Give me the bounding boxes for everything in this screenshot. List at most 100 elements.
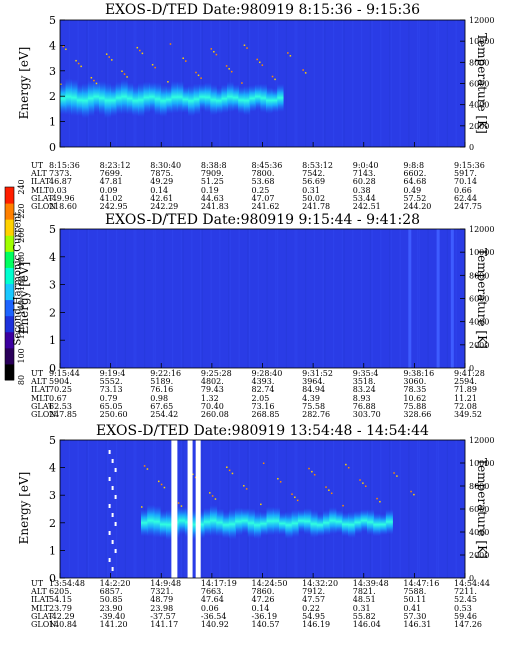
ephemeris-cell: 47.07 — [251, 193, 275, 203]
ephemeris-cell: 14:47:16 — [403, 579, 440, 588]
ephemeris-cell: 70.25 — [49, 385, 72, 395]
ephemeris-row-label: GLON — [31, 620, 57, 629]
panel-2-title: EXOS-D/TED Date:980919 9:15:44 - 9:41:28 — [104, 212, 421, 228]
ephemeris-cell: 242.95 — [99, 202, 128, 211]
ephemeris-cell: 141.20 — [99, 620, 128, 629]
colorbar-swatch — [5, 235, 14, 252]
ephemeris-cell: 241.62 — [251, 202, 280, 211]
ephemeris-row-label: UT — [31, 579, 44, 588]
ephemeris-cell: 7663. — [200, 587, 224, 597]
ephemeris-cell: 9:25:28 — [200, 369, 232, 378]
ephemeris-cell: 51.25 — [200, 177, 224, 187]
ephemeris-cell: 57.52 — [403, 193, 427, 203]
ephemeris-cell: 67.65 — [150, 401, 174, 411]
ephemeris-cell: 9:41:28 — [454, 369, 485, 378]
ephemeris-cell: 48.51 — [352, 595, 376, 605]
ephemeris-cell: 146.31 — [403, 620, 432, 629]
ephemeris-cell: 0.38 — [352, 185, 371, 195]
ephemeris-row-label: UT — [31, 161, 44, 170]
ephemeris-cell: 6205. — [49, 587, 72, 597]
ephemeris-cell: 79.43 — [200, 385, 224, 395]
ephemeris-cell: 57.30 — [403, 611, 427, 621]
ephemeris-cell: 14:32:20 — [302, 579, 339, 588]
ephemeris-cell: 53.44 — [352, 193, 376, 203]
ephemeris-row-label: MLT — [31, 185, 50, 195]
y-axis-label: Energy [eV] — [17, 46, 31, 119]
ephemeris-cell: 9:28:40 — [251, 369, 283, 378]
ephemeris-cell: 11.21 — [454, 393, 477, 403]
ephemeris-cell: 23.98 — [150, 603, 174, 613]
ephemeris-cell: 0.09 — [99, 185, 118, 195]
ephemeris-cell: 242.29 — [150, 202, 179, 211]
ephemeris-cell: 0.98 — [150, 393, 169, 403]
ephemeris-cell: 13:54:48 — [49, 579, 85, 588]
ephemeris-cell: 250.60 — [99, 410, 128, 419]
ephemeris-cell: 2594. — [454, 377, 477, 387]
ephemeris-cell: 7588. — [403, 587, 427, 597]
ephemeris-row-label: ALT — [31, 377, 47, 387]
ephemeris-cell: 5917. — [454, 169, 477, 179]
y2-axis-label: Temperature [K] — [475, 247, 489, 349]
ephemeris-cell: 141.17 — [150, 620, 179, 629]
ephemeris-cell: 0.22 — [302, 603, 320, 613]
ephemeris-cell: 70.40 — [200, 401, 224, 411]
ephemeris-cell: 14:54:44 — [454, 579, 490, 588]
ephemeris-cell: 303.70 — [352, 410, 381, 419]
ephemeris-cell: 9:19:4 — [99, 369, 126, 378]
ephemeris-cell: 50.85 — [99, 595, 123, 605]
ephemeris-cell: -36.19 — [251, 611, 278, 621]
ephemeris-cell: 70.14 — [454, 177, 477, 187]
ephemeris-cell: 0.53 — [454, 603, 472, 613]
ephemeris-cell: 44.63 — [200, 193, 224, 203]
ephemeris-cell: 6857. — [99, 587, 123, 597]
ephemeris-cell: 52.45 — [454, 595, 477, 605]
ephemeris-cell: 47.26 — [251, 595, 275, 605]
ephemeris-cell: 242.51 — [352, 202, 381, 211]
ephemeris-cell: 65.05 — [99, 401, 123, 411]
ephemeris-cell: 0.31 — [302, 185, 320, 195]
y2-axis-label: Temperature [K] — [475, 458, 489, 559]
ephemeris-cell: 241.78 — [302, 202, 331, 211]
ephemeris-cell: 76.16 — [150, 385, 174, 395]
ephemeris-cell: -36.54 — [200, 611, 227, 621]
ephemeris-cell: 53.68 — [251, 177, 275, 187]
ephemeris-cell: 0.66 — [454, 185, 472, 195]
ephemeris-cell: 75.88 — [403, 401, 427, 411]
colorbar-tick-label: 120 — [17, 324, 26, 339]
ephemeris-cell: 82.74 — [251, 385, 275, 395]
ephemeris-row-label: ILAT — [31, 385, 51, 395]
ephemeris-cell: 254.42 — [150, 410, 179, 419]
ephemeris-cell: 73.16 — [251, 401, 275, 411]
panel-3-title: EXOS-D/TED Date:980919 13:54:48 - 14:54:… — [96, 423, 429, 439]
ephemeris-cell: 9:0:40 — [352, 161, 379, 170]
ephemeris-cell: 83.24 — [352, 385, 376, 395]
ephemeris-cell: 60.28 — [352, 177, 376, 187]
ephemeris-cell: 4.39 — [302, 393, 320, 403]
panel-1-title: EXOS-D/TED Date:980919 8:15:36 - 9:15:36 — [104, 2, 421, 18]
ephemeris-cell: 0.03 — [49, 185, 67, 195]
ephemeris-cell: 140.92 — [200, 620, 229, 629]
ephemeris-cell: 0.14 — [150, 185, 169, 195]
ephemeris-cell: 349.52 — [454, 410, 482, 419]
ephemeris-cell: 7860. — [251, 587, 275, 597]
ephemeris-cell: 59.46 — [454, 611, 477, 621]
ephemeris-cell: 218.60 — [49, 202, 77, 211]
ephemeris-cell: 10.62 — [403, 393, 427, 403]
ephemeris-cell: 7542. — [302, 169, 326, 179]
ephemeris-cell: 41.02 — [99, 193, 123, 203]
ephemeris-cell: 8:23:12 — [99, 161, 131, 170]
ephemeris-cell: 7321. — [150, 587, 174, 597]
y-axis-label: Energy [eV] — [17, 471, 31, 545]
ephemeris-cell: 50.11 — [403, 595, 427, 605]
ephemeris-cell: 23.90 — [99, 603, 123, 613]
ephemeris-cell: 62.53 — [49, 401, 72, 411]
ephemeris-cell: 8.93 — [352, 393, 371, 403]
ephemeris-row-label: MLT — [31, 393, 50, 403]
ephemeris-row-label: GLAT — [31, 401, 54, 411]
ephemeris-cell: 62.44 — [454, 193, 477, 203]
ephemeris-cell: 4393. — [251, 377, 275, 387]
ephemeris-row-label: MLT — [31, 603, 50, 613]
colorbar-swatch — [5, 315, 14, 333]
colorbar-swatch — [5, 203, 14, 220]
